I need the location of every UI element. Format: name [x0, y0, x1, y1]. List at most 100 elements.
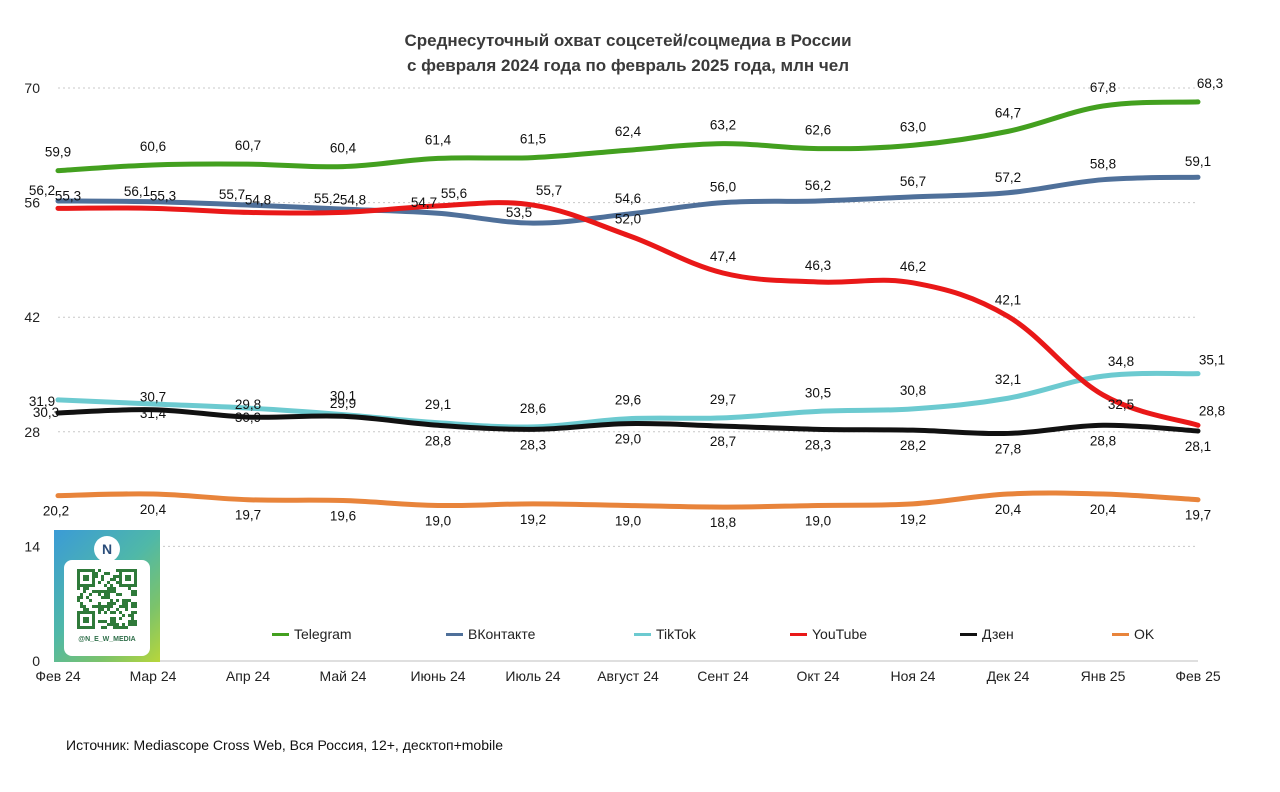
data-label: 20,4 [1090, 502, 1117, 517]
qr-module [83, 590, 86, 593]
source-note: Источник: Mediascope Cross Web, Вся Росс… [66, 737, 503, 753]
data-label: 29,1 [425, 397, 451, 412]
legend-swatch [634, 633, 651, 636]
qr-module [107, 608, 110, 611]
series-lines [55, 99, 1201, 510]
y-tick-label: 42 [24, 309, 40, 325]
data-label: 62,4 [615, 124, 642, 139]
qr-module [113, 611, 116, 614]
qr-module [125, 605, 128, 608]
legend-label: YouTube [812, 626, 868, 642]
data-label: 55,7 [219, 187, 245, 202]
data-label: 46,2 [900, 259, 926, 274]
qr-module [107, 581, 110, 584]
x-tick-label: Мар 24 [130, 668, 177, 684]
qr-module [98, 608, 101, 611]
qr-module [101, 596, 104, 599]
data-label: 19,2 [520, 512, 546, 527]
new-media-logo: N [94, 536, 120, 562]
qr-module [110, 617, 113, 620]
data-label: 54,7 [411, 195, 437, 210]
qr-module [110, 587, 113, 590]
x-tick-label: Окт 24 [796, 668, 839, 684]
gridlines [58, 87, 1198, 662]
qr-module [110, 602, 113, 605]
qr-module [104, 626, 107, 629]
series-line [55, 370, 1201, 430]
data-label: 19,6 [330, 509, 356, 524]
qr-module [110, 599, 113, 602]
qr-module [77, 596, 80, 599]
data-label: 54,8 [245, 192, 271, 207]
qr-module [107, 623, 110, 626]
qr-module [113, 575, 116, 578]
data-label: 19,2 [900, 512, 926, 527]
qr-module [98, 593, 101, 596]
qr-module [101, 626, 104, 629]
qr-module [101, 620, 104, 623]
qr-module [95, 590, 98, 593]
legend-label: Дзен [982, 626, 1014, 642]
qr-module [128, 620, 131, 623]
qr-module [125, 602, 128, 605]
data-label: 28,6 [520, 401, 546, 416]
qr-module [77, 599, 80, 602]
qr-module [131, 602, 134, 605]
data-label: 57,2 [995, 170, 1021, 185]
qr-module [95, 572, 98, 575]
data-label: 60,7 [235, 138, 261, 153]
qr-finder-core [83, 575, 89, 581]
qr-module [113, 590, 116, 593]
qr-module [80, 605, 83, 608]
data-label: 52,0 [615, 211, 641, 226]
qr-module [80, 593, 83, 596]
data-label: 55,3 [55, 188, 81, 203]
data-label: 42,1 [995, 292, 1021, 307]
data-label: 30,3 [33, 405, 59, 420]
x-tick-label: Фев 25 [1175, 668, 1221, 684]
line-chart: 0 14 28 42 56 70 Фев 24 Мар 24 Апр 24 Май 24 Июнь… [24, 76, 1225, 684]
data-label: 31,9 [29, 394, 55, 409]
qr-module [119, 626, 122, 629]
qr-module [122, 626, 125, 629]
data-label: 67,8 [1090, 80, 1116, 95]
data-label: 54,6 [615, 191, 641, 206]
y-tick-label: 70 [24, 80, 40, 96]
data-label: 59,1 [1185, 154, 1211, 169]
qr-module [89, 593, 92, 596]
data-label: 30,9 [235, 410, 261, 425]
data-label: 55,6 [441, 186, 467, 201]
data-label: 28,1 [1185, 439, 1211, 454]
series-line [55, 490, 1201, 510]
qr-module [128, 599, 131, 602]
data-label: 53,5 [506, 205, 532, 220]
data-label: 64,7 [995, 105, 1021, 120]
data-label: 32,1 [995, 372, 1021, 387]
data-label: 61,4 [425, 132, 452, 147]
qr-module [98, 569, 101, 572]
x-tick-label: Август 24 [597, 668, 659, 684]
qr-badge: N @N_E_W_MEDIA [54, 530, 160, 662]
qr-module [104, 593, 107, 596]
data-label: 19,0 [805, 513, 831, 528]
y-axis-ticks: 0 14 28 42 56 70 [24, 80, 40, 669]
qr-module [104, 590, 107, 593]
qr-module [131, 623, 134, 626]
legend-swatch [1112, 633, 1129, 636]
qr-module [125, 626, 128, 629]
data-label: 47,4 [710, 249, 737, 264]
qr-module [131, 590, 134, 593]
qr-module [101, 578, 104, 581]
qr-module [134, 593, 137, 596]
data-label: 28,8 [425, 433, 451, 448]
qr-module [113, 602, 116, 605]
x-tick-label: Фев 24 [35, 668, 81, 684]
qr-module [107, 587, 110, 590]
data-label: 56,2 [805, 178, 831, 193]
qr-module [134, 620, 137, 623]
data-label: 27,8 [995, 441, 1021, 456]
qr-module [113, 623, 116, 626]
data-label: 20,4 [140, 502, 167, 517]
qr-module [104, 596, 107, 599]
qr-module [113, 587, 116, 590]
